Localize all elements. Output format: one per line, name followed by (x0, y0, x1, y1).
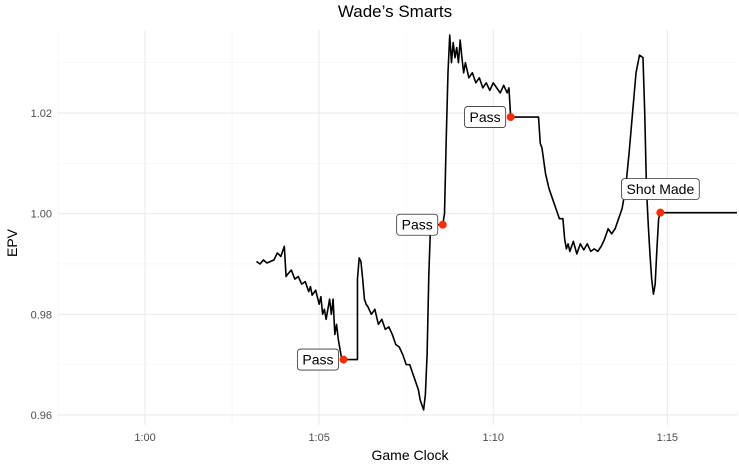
y-tick-labels: 0.96 0.98 1.00 1.02 (31, 108, 52, 422)
chart-title: Wade’s Smarts (338, 2, 452, 21)
event-label-text: Shot Made (627, 181, 695, 197)
pass-annotation: Pass (464, 106, 515, 128)
y-tick-label: 0.96 (31, 410, 52, 422)
x-tick-label: 1:00 (134, 432, 155, 444)
epv-line (256, 34, 737, 411)
event-annotations: Pass Pass Pass Shot Made (297, 106, 700, 371)
x-tick-label: 1:10 (483, 432, 504, 444)
x-axis-title: Game Clock (371, 447, 449, 463)
x-tick-label: 1:15 (657, 432, 678, 444)
y-tick-label: 0.98 (31, 309, 52, 321)
event-point (656, 208, 665, 217)
event-point (506, 113, 515, 122)
y-axis-title: EPV (4, 228, 20, 257)
event-point (339, 355, 348, 364)
shot-made-annotation: Shot Made (621, 178, 700, 217)
event-label-box (464, 106, 507, 128)
event-label-box (297, 348, 339, 371)
event-label-box (396, 213, 439, 236)
event-label-text: Pass (470, 109, 501, 125)
event-label-text: Pass (302, 352, 333, 368)
pass-annotation: Pass (297, 348, 348, 371)
epv-series (256, 34, 737, 411)
x-tick-label: 1:05 (308, 432, 329, 444)
x-tick-labels: 1:00 1:05 1:10 1:15 (134, 432, 678, 444)
event-label-box (621, 178, 700, 201)
event-label-text: Pass (402, 217, 433, 233)
y-tick-label: 1.00 (31, 209, 52, 221)
event-point (438, 220, 447, 229)
y-tick-label: 1.02 (31, 108, 52, 120)
grid-lines (57, 30, 737, 425)
pass-annotation: Pass (396, 213, 447, 236)
